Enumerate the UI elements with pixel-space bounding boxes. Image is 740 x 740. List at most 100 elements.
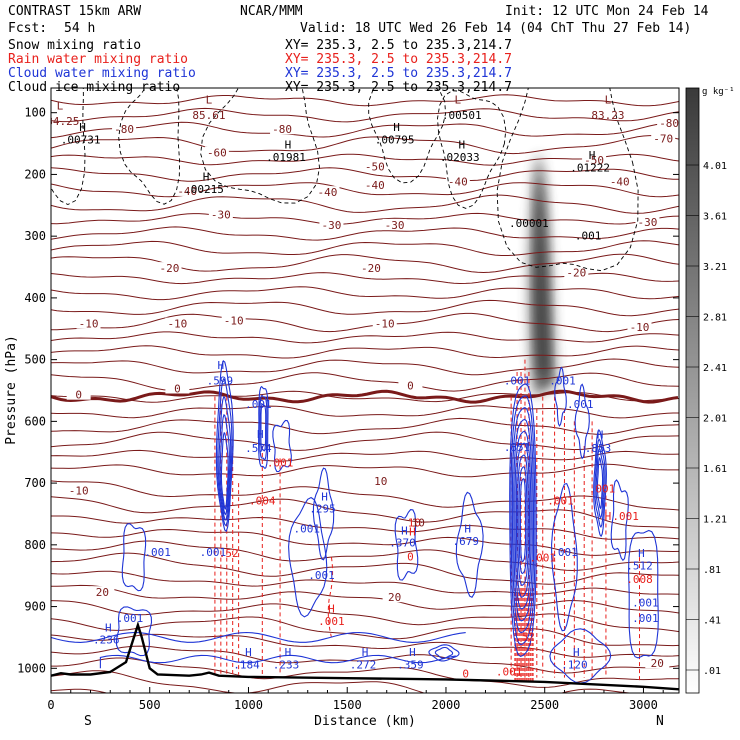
field-annotation: 10 — [412, 516, 425, 529]
x-tick-label: 2000 — [432, 698, 461, 712]
colorbar-label: .41 — [703, 616, 721, 627]
field-annotation: .01222 — [570, 161, 610, 174]
colorbar-label: 4.01 — [703, 161, 727, 172]
cloud-ice-contours — [51, 88, 639, 272]
cloud-water-contour — [594, 438, 606, 528]
field-annotation: 83.23 — [591, 109, 624, 122]
contour-label-backdrop — [382, 218, 407, 230]
field-annotation: .512 — [626, 560, 653, 573]
field-annotation: .01981 — [266, 151, 306, 164]
temperature-contour-label: -10 — [79, 318, 99, 331]
y-tick-label: 200 — [24, 167, 46, 181]
forecast-hour: 54 h — [64, 21, 95, 36]
field-annotation: 0 — [462, 668, 469, 681]
field-annotation: 84.25 — [46, 115, 79, 128]
cloud-water-contour — [510, 395, 536, 646]
y-tick-label: 300 — [24, 229, 46, 243]
temperature-contour-label: -70 — [653, 132, 673, 145]
cloud-ice-contour — [51, 88, 86, 206]
field-annotation: .599 — [207, 374, 234, 387]
temperature-contour-label: -80 — [272, 123, 292, 136]
temperature-contour-label: -10 — [375, 318, 395, 331]
colorbar-label: 1.21 — [703, 515, 727, 526]
field-annotation: .00501 — [442, 109, 482, 122]
colorbar-label: 2.01 — [703, 414, 727, 425]
contour-label-backdrop — [651, 132, 676, 144]
field-annotation: .001 — [575, 229, 602, 242]
field-annotation: .001 — [504, 374, 531, 387]
field-annotation: L — [57, 100, 64, 113]
field-annotation: 10 — [408, 516, 421, 529]
field-annotation: .008 — [626, 573, 653, 586]
contour-label-backdrop — [315, 186, 340, 198]
contour-label-backdrop — [362, 178, 387, 190]
field-annotation: 0 — [407, 550, 414, 563]
field-annotation: H — [328, 603, 335, 616]
field-annotation: L — [605, 93, 612, 106]
contour-label-backdrop — [204, 146, 229, 158]
field-annotation: .851 — [504, 441, 531, 454]
field-annotation: .001 — [547, 495, 574, 508]
temperature-contour-label: -10 — [630, 321, 650, 334]
contour-label-backdrop — [645, 657, 670, 669]
temperature-contour-label: -30 — [637, 216, 657, 229]
field-name-cloud-water: Cloud water mixing ratio — [8, 66, 196, 81]
colorbar-label: 1.61 — [703, 464, 727, 475]
field-annotation: H — [589, 149, 596, 162]
field-annotation: .00795 — [375, 134, 415, 147]
temperature-contour — [51, 253, 679, 274]
temperature-contour — [51, 633, 679, 658]
field-annotation: .001 — [200, 546, 227, 559]
temperature-contour — [51, 584, 679, 614]
field-annotation: .02033 — [440, 151, 480, 164]
north-end-label: N — [656, 714, 664, 729]
cloud-water-contour — [394, 509, 419, 581]
cloud-ice-contour — [368, 88, 447, 184]
y-axis-label: Pressure (hPa) — [4, 335, 19, 445]
field-annotation: H — [409, 646, 416, 659]
field-annotation: .001 — [551, 546, 578, 559]
contour-label-backdrop — [157, 262, 182, 274]
temperature-contour-label: 10 — [374, 475, 387, 488]
contour-label-backdrop — [372, 317, 397, 329]
field-name-rain: Rain water mixing ratio — [8, 52, 188, 67]
axes: 0 500 1000 1500 2000 2500 30001002003004005006… — [17, 106, 679, 712]
temperature-contour-label: -50 — [584, 154, 604, 167]
field-annotation: H — [79, 121, 86, 134]
field-annotation: H — [245, 646, 252, 659]
cloud-water-contour — [551, 482, 578, 632]
cloud-ice-contour — [200, 88, 320, 204]
temperature-contour-label: -40 — [318, 186, 338, 199]
field-annotation: H — [285, 139, 292, 152]
temperature-contour — [51, 107, 679, 123]
field-annotation: H — [203, 171, 210, 184]
field-annotation: .00001 — [509, 217, 549, 230]
temperature-contour-label: -40 — [177, 185, 197, 198]
temperature-contour-label: -50 — [365, 160, 385, 173]
field-annotation: H — [458, 139, 465, 152]
cloud-water-contour — [434, 646, 454, 659]
colorbar-label: .01 — [703, 666, 721, 677]
x-tick-label: 1000 — [234, 698, 263, 712]
cloud-ice-contour — [496, 88, 639, 272]
y-tick-label: 1000 — [17, 661, 46, 675]
temperature-contour — [51, 194, 679, 214]
contour-label-backdrop — [564, 266, 589, 278]
field-annotation: 85.61 — [192, 109, 225, 122]
cloud-water-contour — [428, 644, 460, 662]
temperature-contour-label: -40 — [365, 179, 385, 192]
colorbar-label: 3.61 — [703, 212, 727, 223]
field-annotation: .001 — [318, 615, 345, 628]
cloud-water-contour — [455, 491, 484, 599]
field-annotation: .001 — [496, 666, 523, 679]
temperature-contour-label: -20 — [160, 262, 180, 275]
field-annotation: .359 — [397, 658, 424, 671]
temperature-contour — [51, 153, 679, 166]
y-tick-label: 900 — [24, 600, 46, 614]
x-tick-label: 1500 — [333, 698, 362, 712]
field-annotation: .001 — [632, 612, 659, 625]
field-annotation: .001 — [632, 597, 659, 610]
field-annotation: .001 — [549, 374, 576, 387]
field-annotation: .001 — [308, 569, 335, 582]
